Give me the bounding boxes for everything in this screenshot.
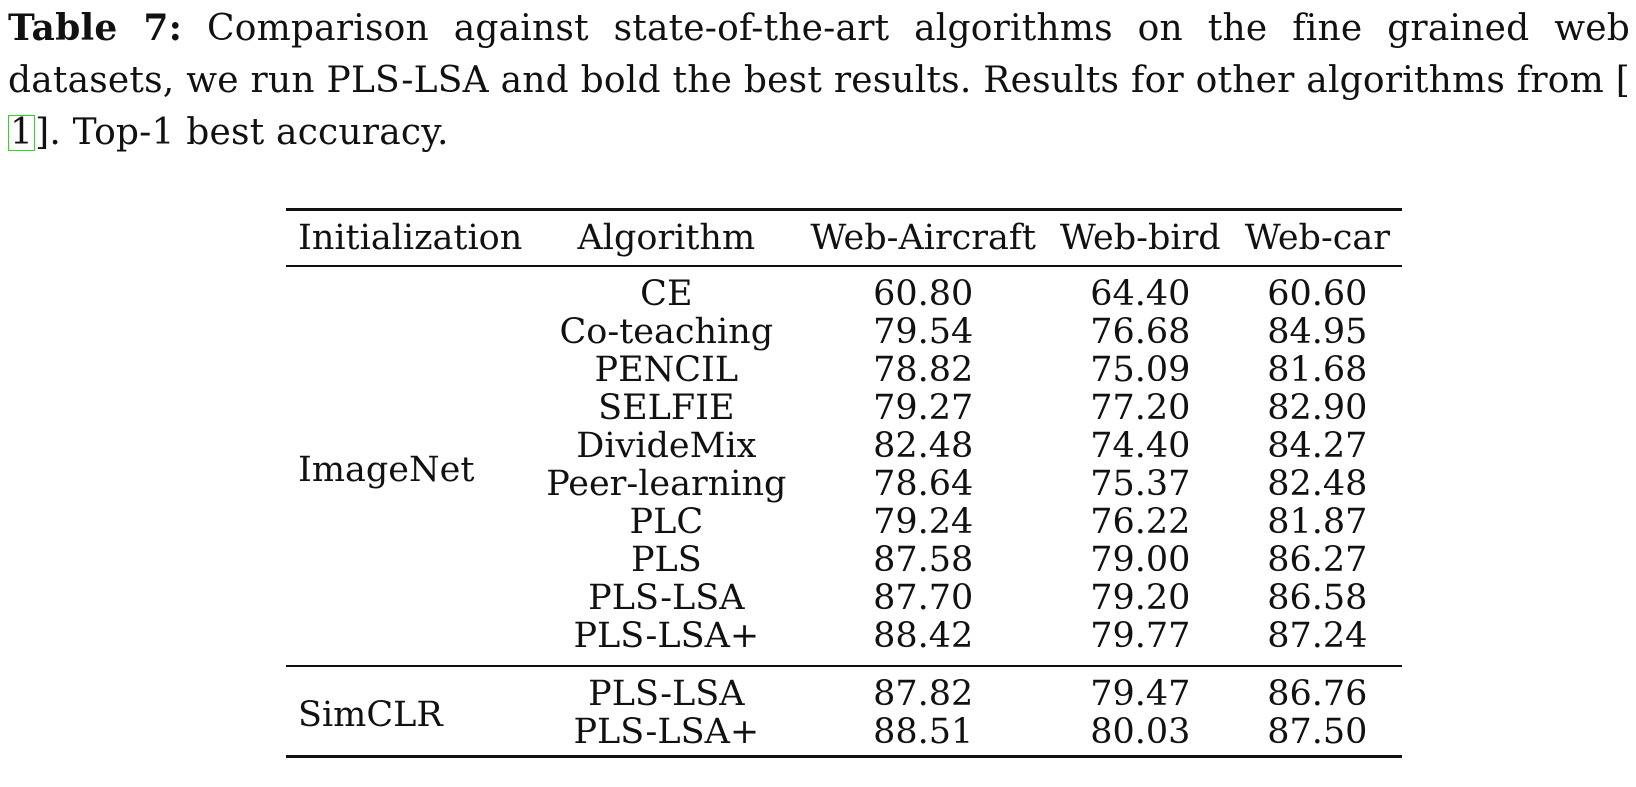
web-bird-cell: 75.09 — [1090, 350, 1191, 390]
table-row: SELFIE 79.27 77.20 82.90 — [286, 389, 1402, 427]
algorithm-cell: CE — [640, 274, 693, 314]
web-car-cell: 87.24 — [1267, 616, 1368, 656]
web-bird-cell: 75.37 — [1090, 464, 1191, 504]
algorithm-cell: PLS — [630, 540, 702, 580]
algorithm-cell: Peer-learning — [546, 464, 787, 504]
web-aircraft-cell: 78.82 — [873, 350, 974, 390]
table-row: SimCLR PLS-LSA 87.82 79.47 86.76 — [286, 666, 1402, 734]
web-car-cell: 84.27 — [1267, 426, 1368, 466]
table-row: PLS-LSA 87.70 79.20 86.58 — [286, 579, 1402, 617]
web-aircraft-best-cell: 88.51 — [873, 712, 974, 752]
header-web-aircraft: Web-Aircraft — [810, 218, 1036, 258]
caption-label: Table 7: — [8, 7, 183, 49]
table-row: PLS-LSA+ 88.51 80.03 87.50 — [286, 713, 1402, 757]
web-car-cell: 81.68 — [1267, 350, 1368, 390]
table-row: DivideMix 82.48 74.40 84.27 — [286, 427, 1402, 465]
web-aircraft-cell: 87.58 — [873, 540, 974, 580]
algorithm-cell: SELFIE — [598, 388, 735, 428]
web-aircraft-cell: 79.24 — [873, 502, 974, 542]
web-bird-cell: 77.20 — [1090, 388, 1191, 428]
citation-open-bracket: [ — [1615, 60, 1630, 101]
caption-text: Comparison against state-of-the-art algo… — [8, 8, 1630, 101]
web-aircraft-cell: 60.80 — [873, 274, 974, 314]
web-car-cell: 86.58 — [1267, 578, 1368, 618]
web-aircraft-cell: 79.27 — [873, 388, 974, 428]
web-aircraft-cell: 87.70 — [873, 578, 974, 618]
algorithm-cell: PENCIL — [594, 350, 739, 390]
citation-link[interactable]: 1 — [8, 112, 36, 153]
web-bird-cell: 76.22 — [1090, 502, 1191, 542]
simclr-group: SimCLR PLS-LSA 87.82 79.47 86.76 PLS-LSA… — [286, 666, 1402, 757]
table-row: PLS-LSA+ 88.42 79.77 87.24 — [286, 617, 1402, 666]
web-aircraft-cell: 79.54 — [873, 312, 974, 352]
citation-close-bracket: ] — [35, 112, 50, 153]
algorithm-cell: Co-teaching — [559, 312, 774, 352]
header-initialization: Initialization — [298, 218, 523, 258]
web-bird-cell: 79.77 — [1090, 616, 1191, 656]
web-aircraft-cell: 88.42 — [873, 616, 974, 656]
web-bird-cell: 79.47 — [1090, 674, 1191, 714]
web-aircraft-cell: 87.82 — [873, 674, 974, 714]
algorithm-cell: PLS-LSA — [588, 674, 745, 714]
web-car-cell: 81.87 — [1267, 502, 1368, 542]
imagenet-group: ImageNet CE 60.80 64.40 60.60 Co-teachin… — [286, 266, 1402, 666]
header-algorithm: Algorithm — [577, 218, 756, 258]
algorithm-cell: PLS-LSA+ — [573, 712, 760, 752]
web-bird-best-cell: 80.03 — [1090, 712, 1191, 752]
web-bird-cell: 76.68 — [1090, 312, 1191, 352]
web-car-cell: 60.60 — [1267, 274, 1368, 314]
header-row: Initialization Algorithm Web-Aircraft We… — [286, 209, 1402, 266]
caption-text-end: . Top-1 best accuracy. — [49, 112, 449, 153]
table-caption: Table 7: Comparison against state-of-the… — [8, 2, 1630, 159]
table-row: Co-teaching 79.54 76.68 84.95 — [286, 313, 1402, 351]
algorithm-cell: DivideMix — [576, 426, 757, 466]
web-car-cell: 86.27 — [1267, 540, 1368, 580]
table-row: PLS 87.58 79.00 86.27 — [286, 541, 1402, 579]
algorithm-cell: PLC — [629, 502, 704, 542]
web-bird-cell: 64.40 — [1090, 274, 1191, 314]
header-web-car: Web-car — [1244, 218, 1390, 258]
web-bird-cell: 79.20 — [1090, 578, 1191, 618]
table-row: PLC 79.24 76.22 81.87 — [286, 503, 1402, 541]
table-row: PENCIL 78.82 75.09 81.68 — [286, 351, 1402, 389]
web-car-cell: 84.95 — [1267, 312, 1368, 352]
web-car-cell: 82.90 — [1267, 388, 1368, 428]
header-web-bird: Web-bird — [1059, 218, 1221, 258]
web-aircraft-cell: 78.64 — [873, 464, 974, 504]
web-car-best-cell: 87.50 — [1267, 712, 1368, 752]
table-row: ImageNet CE 60.80 64.40 60.60 — [286, 266, 1402, 489]
web-bird-cell: 79.00 — [1090, 540, 1191, 580]
group-label-simclr: SimCLR — [298, 695, 443, 735]
web-car-cell: 86.76 — [1267, 674, 1368, 714]
results-table: Initialization Algorithm Web-Aircraft We… — [286, 208, 1402, 758]
algorithm-cell: PLS-LSA — [588, 578, 745, 618]
group-label-imagenet: ImageNet — [298, 450, 475, 490]
table-row: Peer-learning 78.64 75.37 82.48 — [286, 465, 1402, 503]
web-aircraft-cell: 82.48 — [873, 426, 974, 466]
web-bird-cell: 74.40 — [1090, 426, 1191, 466]
web-car-cell: 82.48 — [1267, 464, 1368, 504]
algorithm-cell: PLS-LSA+ — [573, 616, 760, 656]
